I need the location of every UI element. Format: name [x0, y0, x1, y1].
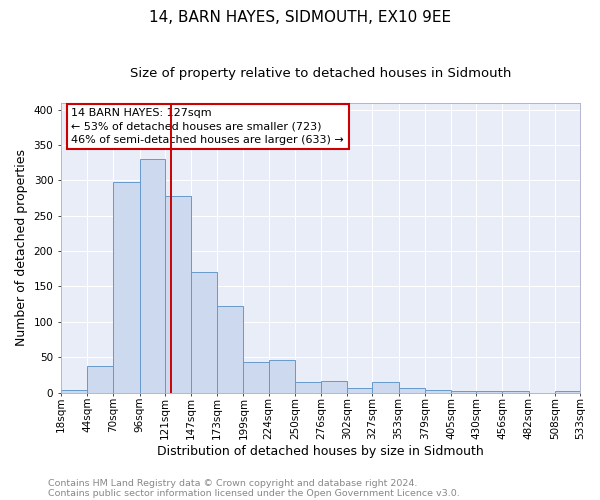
Bar [269, 360, 295, 392]
Bar [113, 182, 140, 392]
X-axis label: Distribution of detached houses by size in Sidmouth: Distribution of detached houses by size … [157, 444, 484, 458]
Bar [191, 272, 217, 392]
Bar [321, 380, 347, 392]
Bar [373, 382, 398, 392]
Text: Contains public sector information licensed under the Open Government Licence v3: Contains public sector information licen… [48, 488, 460, 498]
Y-axis label: Number of detached properties: Number of detached properties [15, 149, 28, 346]
Bar [502, 391, 529, 392]
Bar [451, 391, 476, 392]
Bar [140, 159, 165, 392]
Bar [165, 196, 191, 392]
Bar [87, 366, 113, 392]
Bar [425, 390, 451, 392]
Bar [61, 390, 87, 392]
Bar [217, 306, 244, 392]
Text: 14, BARN HAYES, SIDMOUTH, EX10 9EE: 14, BARN HAYES, SIDMOUTH, EX10 9EE [149, 10, 451, 25]
Title: Size of property relative to detached houses in Sidmouth: Size of property relative to detached ho… [130, 68, 511, 80]
Bar [347, 388, 373, 392]
Bar [244, 362, 269, 392]
Text: Contains HM Land Registry data © Crown copyright and database right 2024.: Contains HM Land Registry data © Crown c… [48, 478, 418, 488]
Bar [295, 382, 321, 392]
Bar [555, 390, 580, 392]
Text: 14 BARN HAYES: 127sqm
← 53% of detached houses are smaller (723)
46% of semi-det: 14 BARN HAYES: 127sqm ← 53% of detached … [71, 108, 344, 144]
Bar [398, 388, 425, 392]
Bar [476, 390, 502, 392]
